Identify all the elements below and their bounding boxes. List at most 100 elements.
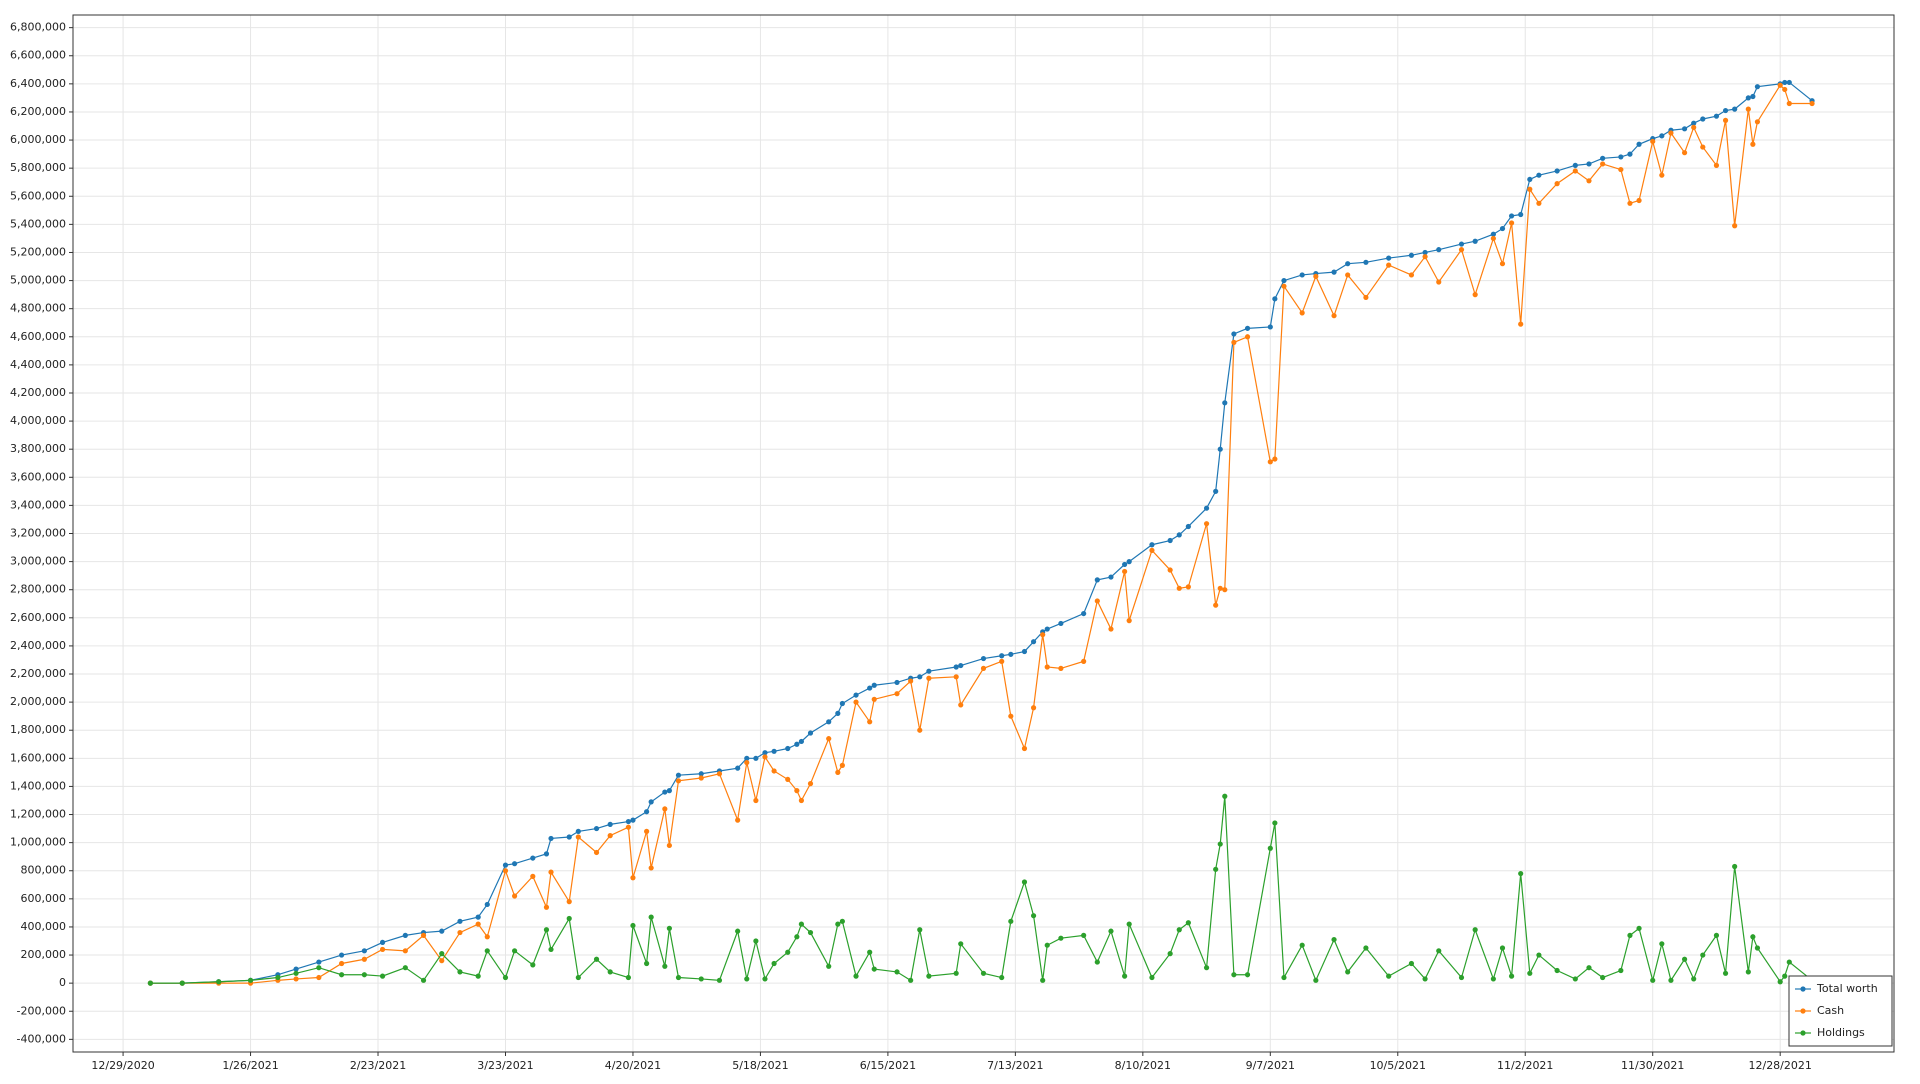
data-point	[338, 952, 345, 958]
y-tick-label: 5,000,000	[10, 274, 66, 287]
data-point	[1600, 974, 1606, 981]
data-point	[1044, 664, 1050, 670]
data-point	[1222, 400, 1228, 406]
data-point	[484, 901, 490, 908]
data-point	[1176, 585, 1182, 591]
data-point	[1176, 532, 1182, 538]
data-point	[1777, 979, 1783, 985]
data-point	[1299, 942, 1305, 948]
data-point	[1081, 658, 1087, 664]
data-point	[1627, 932, 1633, 938]
data-point	[1668, 977, 1674, 983]
data-point	[1231, 339, 1237, 345]
data-point	[1313, 273, 1319, 279]
y-tick-label: 1,600,000	[10, 751, 66, 764]
data-point	[1331, 269, 1337, 275]
data-point	[1281, 283, 1287, 289]
data-point	[926, 675, 932, 681]
legend: Total worth Cash Holdings	[1788, 975, 1893, 1047]
data-point	[953, 970, 959, 976]
data-point	[1700, 116, 1706, 122]
data-point	[1691, 124, 1697, 131]
data-point	[1267, 845, 1273, 851]
data-point	[644, 960, 650, 967]
data-point	[871, 696, 877, 702]
data-point	[871, 966, 877, 972]
data-point	[826, 719, 832, 725]
data-point	[1244, 972, 1251, 978]
data-point	[361, 948, 367, 954]
data-point	[698, 976, 704, 982]
data-point	[1681, 150, 1688, 156]
data-point	[698, 775, 704, 781]
data-point	[1126, 559, 1132, 565]
data-point	[1554, 967, 1560, 974]
data-point	[1149, 547, 1155, 553]
data-point	[871, 682, 877, 688]
data-point	[785, 745, 791, 752]
data-point	[147, 980, 153, 986]
y-tick-label: 5,400,000	[10, 217, 66, 230]
data-point	[566, 899, 572, 905]
data-point	[1508, 213, 1515, 219]
legend-label: Total worth	[1816, 982, 1878, 995]
data-point	[1472, 927, 1478, 933]
data-point	[1490, 231, 1496, 237]
data-point	[1058, 620, 1064, 627]
data-point	[798, 797, 805, 804]
x-tick-label: 6/15/2021	[860, 1059, 916, 1072]
data-point	[1281, 974, 1287, 981]
data-point	[275, 974, 281, 981]
data-point	[1272, 296, 1278, 302]
data-point	[1222, 793, 1228, 799]
data-point	[917, 727, 923, 733]
data-point	[593, 825, 600, 832]
data-point	[1185, 584, 1191, 590]
plot-frame	[72, 14, 1895, 1053]
data-point	[807, 929, 814, 936]
data-point	[1436, 279, 1442, 285]
data-point	[575, 828, 581, 834]
data-point	[548, 946, 554, 953]
y-tick-label: 3,200,000	[10, 527, 66, 540]
data-point	[1203, 521, 1210, 527]
data-point	[566, 834, 572, 840]
data-point	[1713, 162, 1720, 168]
data-point	[1281, 277, 1287, 284]
data-point	[1244, 325, 1251, 331]
data-point	[1636, 925, 1642, 931]
data-point	[1700, 952, 1706, 958]
data-point	[648, 799, 654, 805]
data-point	[530, 962, 536, 968]
data-point	[1722, 970, 1729, 976]
data-point	[999, 974, 1005, 981]
data-point	[1732, 863, 1738, 870]
data-point	[1386, 255, 1392, 261]
data-point	[1408, 252, 1415, 258]
data-point	[179, 980, 185, 986]
data-point	[1809, 100, 1815, 107]
data-point	[1149, 974, 1155, 981]
data-point	[753, 797, 759, 804]
data-point	[926, 668, 932, 674]
data-point	[753, 938, 759, 944]
data-point	[1499, 225, 1506, 232]
data-point	[1021, 879, 1028, 885]
data-point	[1458, 241, 1465, 247]
data-point	[1750, 934, 1756, 940]
data-point	[293, 966, 299, 972]
data-point	[1490, 235, 1496, 242]
data-point	[593, 956, 600, 962]
data-point	[457, 929, 463, 936]
data-point	[999, 653, 1005, 659]
data-point	[807, 781, 814, 787]
data-point	[1536, 172, 1542, 178]
data-point	[644, 828, 650, 834]
data-point	[1272, 820, 1278, 826]
data-point	[1713, 932, 1720, 938]
data-point	[675, 974, 682, 981]
data-point	[666, 925, 672, 931]
data-point	[338, 972, 345, 978]
data-point	[1754, 84, 1761, 90]
data-point	[1659, 172, 1665, 178]
